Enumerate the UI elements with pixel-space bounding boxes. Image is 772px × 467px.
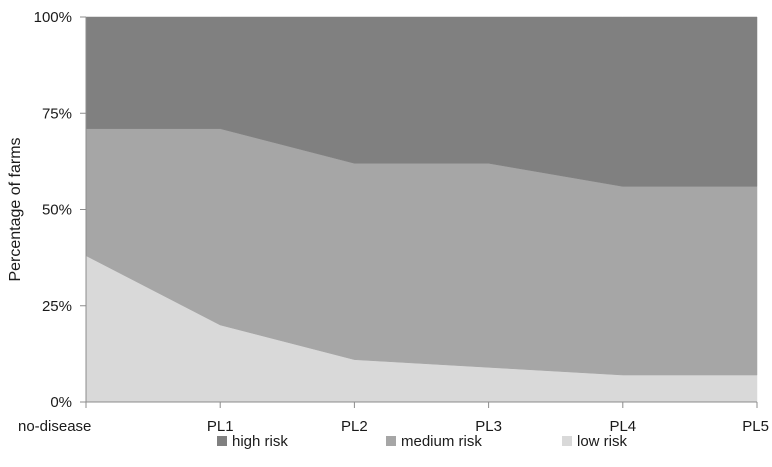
labels-layer: 0% 25% 50% 75% 100% no-disease PL1 PL2 PL3 PL4 PL5… bbox=[7, 9, 769, 435]
y-axis-title: Percentage of farms bbox=[7, 137, 24, 281]
y-tick-label: 25% bbox=[42, 298, 72, 315]
legend-label-high-risk: high risk bbox=[232, 433, 288, 450]
y-tick-label: 75% bbox=[42, 105, 72, 122]
x-tick-label: PL4 bbox=[609, 418, 636, 435]
legend-label-medium-risk: medium risk bbox=[401, 433, 482, 450]
legend: high risk medium risk low risk bbox=[217, 433, 628, 450]
x-tick-label: PL1 bbox=[207, 418, 234, 435]
y-tick-label: 50% bbox=[42, 202, 72, 219]
y-tick-label: 100% bbox=[34, 9, 72, 26]
axes-layer bbox=[80, 16, 758, 408]
legend-label-low-risk: low risk bbox=[577, 433, 628, 450]
x-tick-label: PL3 bbox=[475, 418, 502, 435]
x-tick-label: PL5 bbox=[742, 418, 769, 435]
areas-layer bbox=[85, 16, 758, 403]
legend-swatch-high-risk bbox=[217, 436, 227, 446]
area-high-risk bbox=[85, 16, 758, 187]
legend-swatch-medium-risk bbox=[386, 436, 396, 446]
x-tick-label: no-disease bbox=[18, 418, 91, 435]
x-tick-label: PL2 bbox=[341, 418, 368, 435]
legend-swatch-low-risk bbox=[562, 436, 572, 446]
y-tick-label: 0% bbox=[50, 394, 72, 411]
